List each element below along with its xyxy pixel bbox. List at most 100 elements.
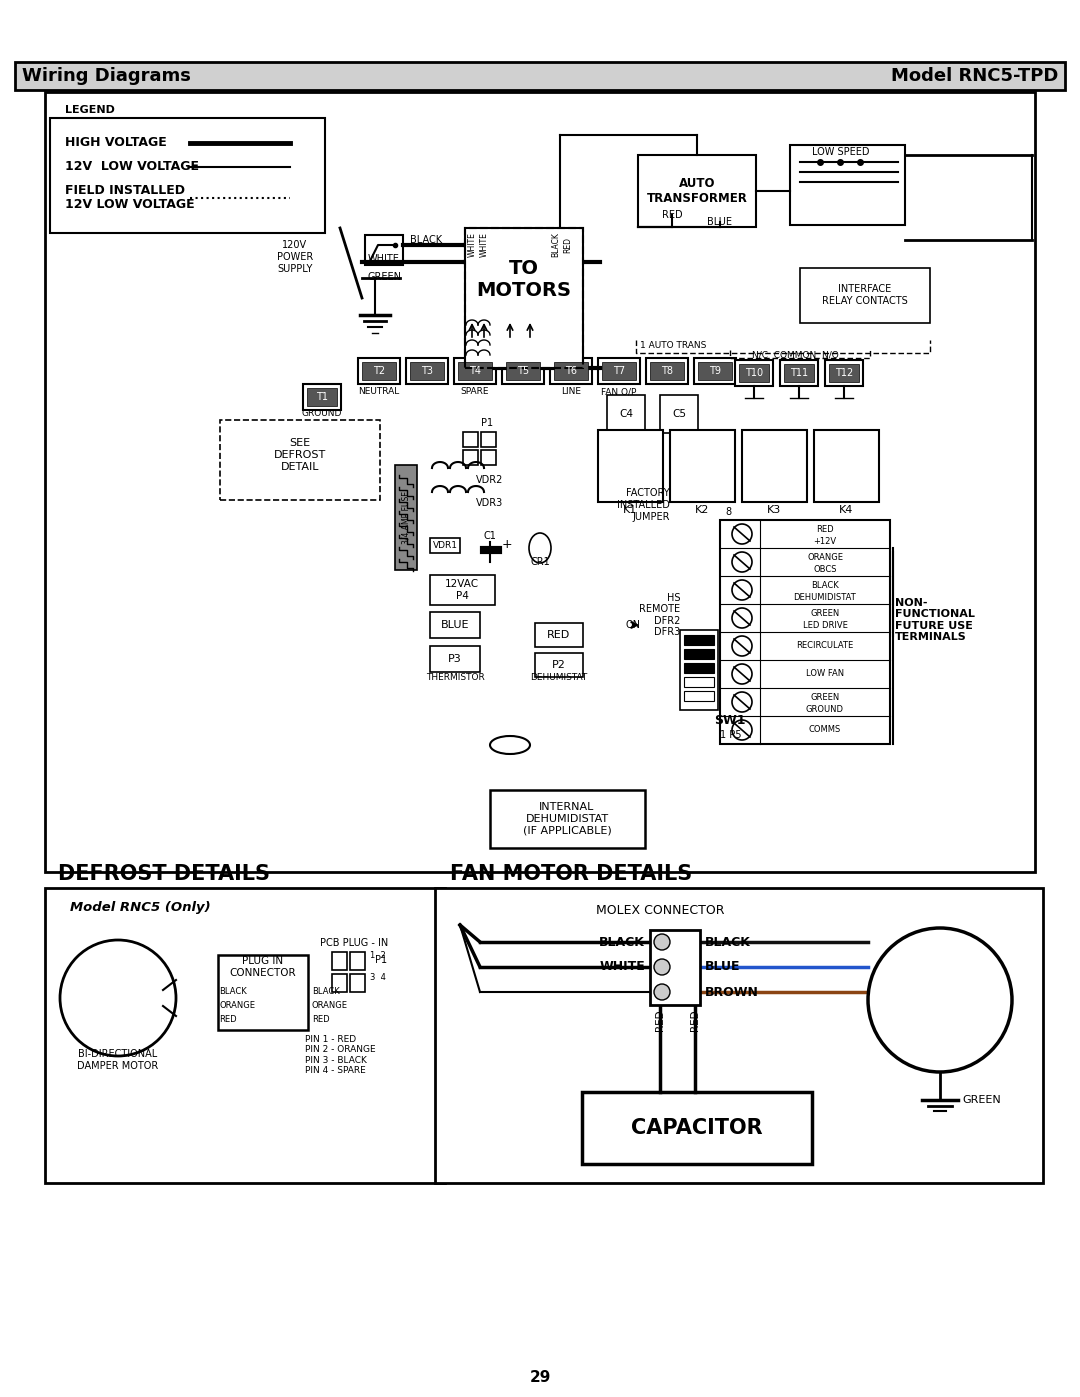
Bar (694, 358, 735, 384)
Text: TO
MOTORS: TO MOTORS (476, 260, 571, 300)
Bar (430, 538, 460, 553)
Bar (684, 678, 714, 687)
Bar (780, 360, 818, 386)
Text: K4: K4 (839, 504, 853, 515)
Text: DEFROST DETAILS: DEFROST DETAILS (58, 863, 270, 884)
Text: BI-DIRECTIONAL
DAMPER MOTOR: BI-DIRECTIONAL DAMPER MOTOR (78, 1049, 159, 1070)
Bar (650, 930, 700, 1004)
Text: WHITE: WHITE (599, 961, 645, 974)
Bar (430, 645, 480, 672)
Text: RED: RED (662, 210, 683, 219)
Text: GREEN: GREEN (810, 693, 839, 701)
Text: PCB PLUG - IN: PCB PLUG - IN (320, 937, 388, 949)
Bar (502, 358, 544, 384)
Text: RECIRCULATE: RECIRCULATE (796, 641, 853, 651)
Text: COMMS: COMMS (809, 725, 841, 735)
Text: N/C  COMMON  N/O: N/C COMMON N/O (752, 351, 838, 359)
Text: T5: T5 (517, 366, 529, 376)
Bar (350, 951, 365, 970)
Bar (825, 360, 863, 386)
Bar (430, 576, 495, 605)
Text: T10: T10 (745, 367, 764, 379)
Text: NON-
FUNCTIONAL
FUTURE USE
TERMINALS: NON- FUNCTIONAL FUTURE USE TERMINALS (895, 598, 975, 643)
Text: LOW FAN: LOW FAN (806, 669, 845, 679)
Text: RED: RED (219, 1016, 237, 1024)
Bar (829, 365, 859, 381)
Text: P3: P3 (448, 654, 462, 664)
Bar (395, 465, 417, 570)
Bar (720, 520, 890, 745)
Text: WHITE: WHITE (480, 232, 488, 257)
Text: K2: K2 (694, 504, 710, 515)
Ellipse shape (529, 534, 551, 563)
Text: VDR1: VDR1 (432, 541, 458, 549)
Text: BLACK: BLACK (552, 232, 561, 257)
Text: BLUE: BLUE (441, 620, 469, 630)
Text: 1  2: 1 2 (370, 951, 386, 961)
Text: 12V LOW VOLTAGE: 12V LOW VOLTAGE (65, 198, 194, 211)
Text: ORANGE: ORANGE (807, 552, 843, 562)
Bar (350, 974, 365, 992)
Bar (582, 1092, 812, 1164)
Text: RED: RED (654, 1009, 665, 1031)
Text: BLACK: BLACK (410, 235, 442, 244)
Circle shape (732, 580, 752, 599)
Text: BLACK: BLACK (811, 581, 839, 590)
Bar (465, 228, 583, 367)
Bar (481, 432, 496, 447)
Bar (602, 362, 636, 380)
Text: 12V  LOW VOLTAGE: 12V LOW VOLTAGE (65, 161, 199, 173)
Circle shape (654, 983, 670, 1000)
Text: GREEN: GREEN (962, 1095, 1001, 1105)
Text: FAN MOTOR DETAILS: FAN MOTOR DETAILS (450, 863, 692, 884)
Text: 120V
POWER
SUPPLY: 120V POWER SUPPLY (276, 240, 313, 274)
Text: BROWN: BROWN (705, 985, 759, 999)
Bar (735, 360, 773, 386)
Text: SEE
DEFROST
DETAIL: SEE DEFROST DETAIL (274, 439, 326, 472)
Text: PIN 1 - RED
PIN 2 - ORANGE
PIN 3 - BLACK
PIN 4 - SPARE: PIN 1 - RED PIN 2 - ORANGE PIN 3 - BLACK… (305, 1035, 376, 1076)
Text: 3  4: 3 4 (370, 974, 386, 982)
Text: SW1: SW1 (714, 714, 746, 726)
Text: CAPACITOR: CAPACITOR (631, 1118, 762, 1139)
Text: 3/4 AMP FUSE: 3/4 AMP FUSE (402, 490, 410, 543)
Text: GREEN: GREEN (810, 609, 839, 617)
Circle shape (868, 928, 1012, 1071)
Bar (660, 395, 698, 433)
Bar (410, 362, 444, 380)
Bar (680, 630, 718, 710)
Bar (684, 664, 714, 673)
Bar (365, 235, 403, 265)
Bar (550, 358, 592, 384)
Bar (742, 430, 807, 502)
Circle shape (732, 636, 752, 657)
Text: RED: RED (816, 524, 834, 534)
Text: LED DRIVE: LED DRIVE (802, 620, 848, 630)
Bar (463, 432, 478, 447)
Bar (598, 430, 663, 502)
Text: GROUND: GROUND (301, 408, 342, 418)
Bar (784, 365, 814, 381)
Text: HIGH VOLTAGE: HIGH VOLTAGE (65, 137, 166, 149)
Text: P1: P1 (375, 956, 387, 965)
Bar (454, 358, 496, 384)
Bar (739, 365, 769, 381)
Text: RED: RED (690, 1009, 700, 1031)
Text: RED: RED (312, 1016, 329, 1024)
Text: HS
REMOTE
DFR2
DFR3: HS REMOTE DFR2 DFR3 (639, 592, 680, 637)
Bar (684, 692, 714, 701)
Bar (698, 362, 732, 380)
Text: DEHUMISTAT: DEHUMISTAT (530, 673, 588, 683)
Bar (50, 117, 325, 233)
Text: 12VAC
P4: 12VAC P4 (445, 580, 480, 601)
Text: P2: P2 (552, 659, 566, 671)
Text: T1: T1 (316, 393, 328, 402)
Text: T2: T2 (373, 366, 386, 376)
Bar (307, 388, 337, 407)
Text: BLACK: BLACK (599, 936, 645, 949)
Text: BLACK: BLACK (312, 988, 340, 996)
Bar (638, 155, 756, 226)
Text: LINE: LINE (561, 387, 581, 397)
Bar (45, 888, 445, 1183)
Text: THERMISTOR: THERMISTOR (426, 672, 484, 682)
Text: T11: T11 (789, 367, 808, 379)
